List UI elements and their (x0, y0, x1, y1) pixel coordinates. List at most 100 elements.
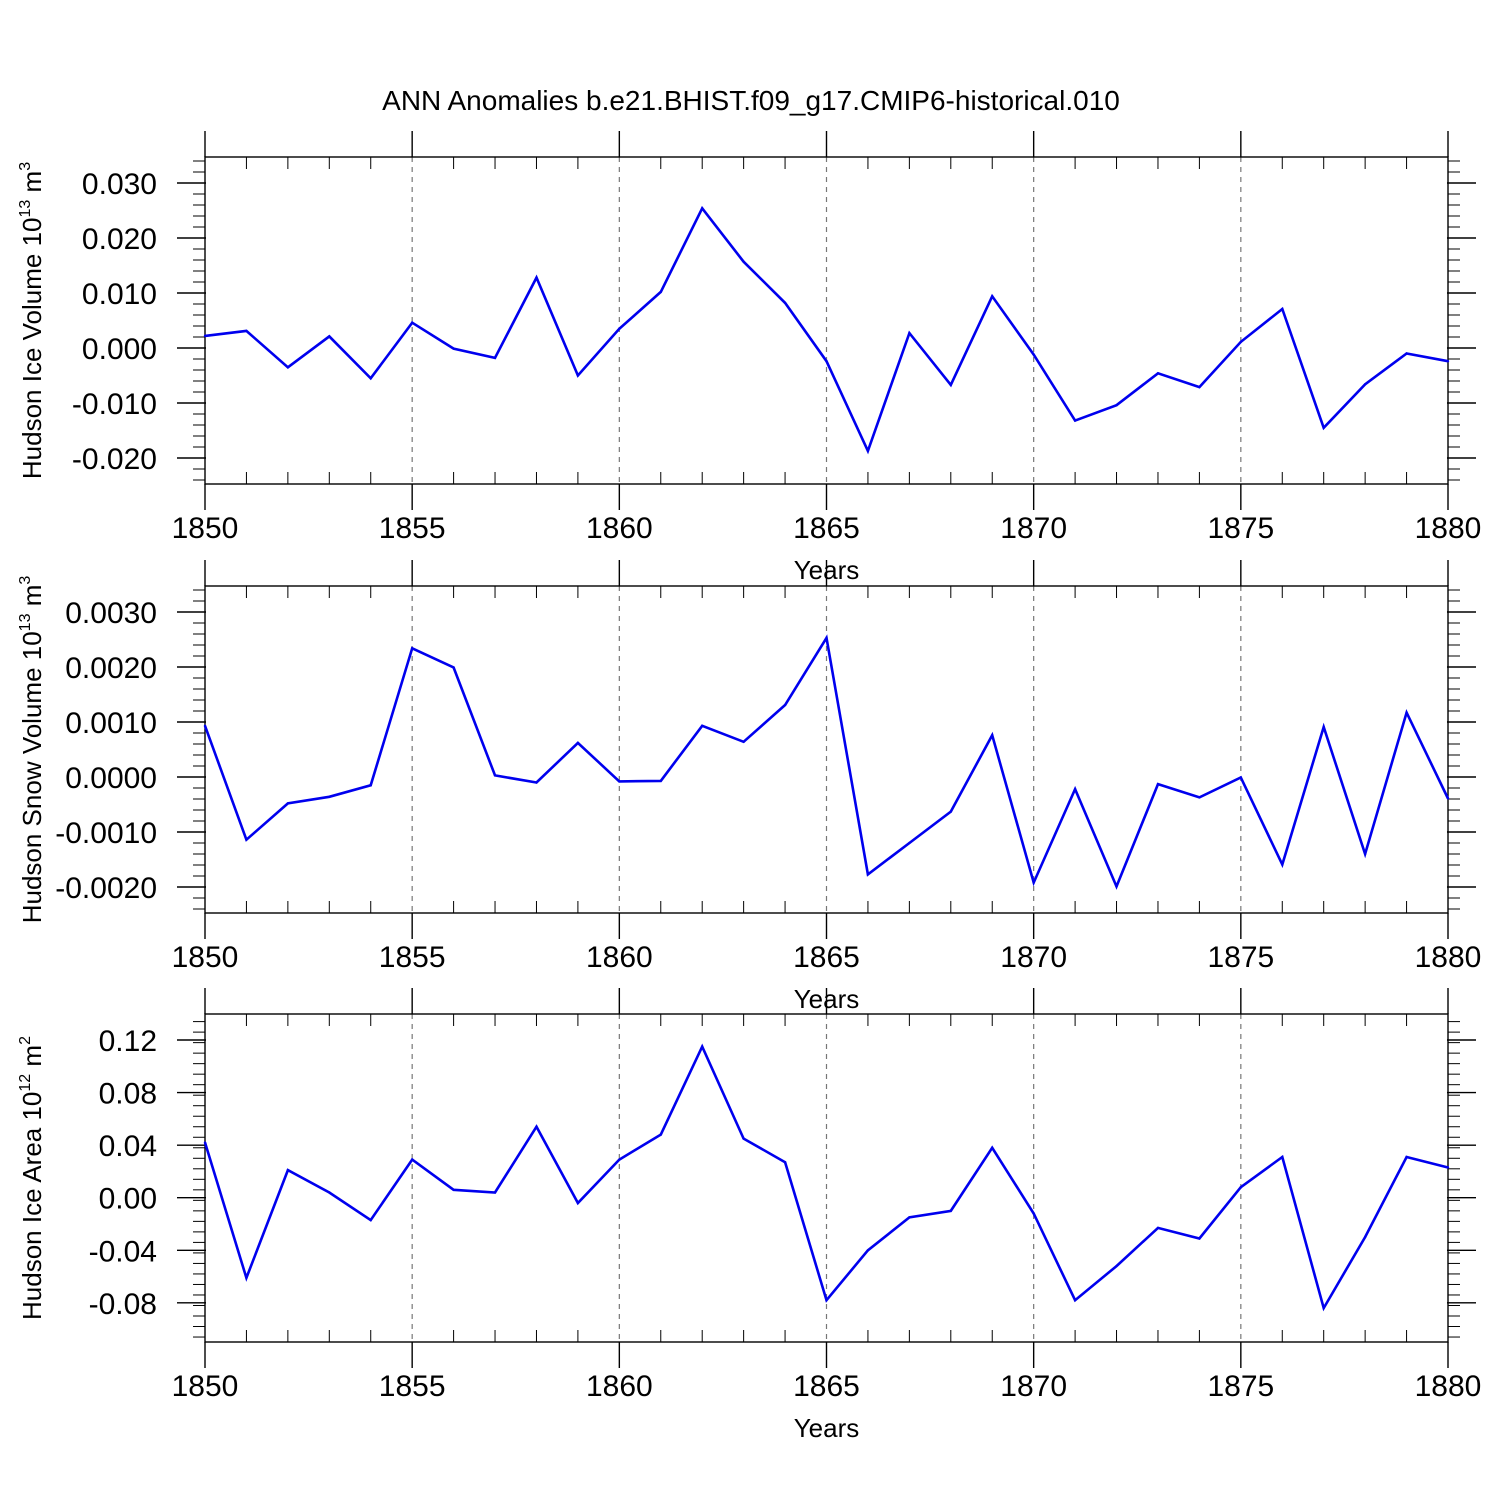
data-point (1198, 796, 1201, 799)
data-point (991, 1146, 994, 1149)
data-point (701, 724, 704, 728)
x-tick-label: 1855 (379, 512, 446, 545)
data-point (908, 841, 911, 845)
data-point (245, 329, 248, 333)
data-point (742, 260, 745, 263)
data-point (328, 1191, 331, 1194)
data-point (535, 781, 538, 784)
data-point (1281, 863, 1284, 866)
data-point (701, 207, 704, 210)
data-point (1405, 352, 1408, 355)
y-axis-label: Hudson Ice Volume 1013 m3 (17, 162, 47, 479)
panels: -0.020 -0.010 0.000 0.010 0.020 0.030 1850 1855… (17, 131, 1481, 1443)
data-point (1032, 1212, 1035, 1215)
data-point (618, 780, 621, 783)
data-point (1446, 1166, 1450, 1169)
y-axis-label-text: Hudson Ice Volume 10 (17, 217, 47, 479)
data-point (1156, 1226, 1160, 1230)
data-point (618, 1158, 621, 1161)
x-tick-label: 1880 (1415, 512, 1482, 545)
y-axis-label: Hudson Ice Area 1012 m2 (17, 1036, 47, 1320)
data-point (328, 795, 331, 798)
data-point (369, 784, 372, 787)
data-point (1281, 307, 1284, 311)
data-point (1073, 787, 1077, 791)
data-point (369, 1218, 372, 1222)
data-point (1073, 1299, 1077, 1302)
data-point (1115, 1264, 1118, 1268)
x-tick-label: 1865 (793, 1370, 860, 1403)
x-tick-label: 1850 (172, 1370, 239, 1403)
y-tick-label: -0.020 (72, 443, 157, 476)
data-point (1115, 885, 1118, 888)
data-point (576, 741, 580, 745)
y-axis-label-exponent: 13 (17, 613, 34, 631)
x-tick-label: 1870 (1000, 1370, 1067, 1403)
data-point (659, 779, 662, 783)
data-point (1363, 383, 1367, 386)
data-point (1322, 725, 1325, 729)
data-point (949, 383, 952, 387)
data-point (618, 327, 621, 330)
y-tick-label: 0.020 (82, 223, 157, 256)
data-point (535, 1125, 538, 1128)
data-point (493, 356, 497, 360)
x-tick-label: 1865 (793, 512, 860, 545)
x-tick-label: 1880 (1415, 941, 1482, 974)
y-axis-label-text: Hudson Ice Area 10 (17, 1092, 47, 1320)
y-axis-label-text: Hudson Snow Volume 10 (17, 631, 47, 923)
y-axis-label-unit: m (17, 171, 47, 200)
x-tick-label: 1880 (1415, 1370, 1482, 1403)
y-tick-label: 0.010 (82, 278, 157, 311)
data-point (866, 1249, 870, 1252)
data-point (1446, 360, 1450, 363)
panel-2: -0.0020 -0.0010 0.0000 0.0010 0.0020 0.0030 18… (17, 560, 1481, 1014)
y-tick-label: -0.08 (89, 1288, 157, 1321)
data-point (1281, 1155, 1284, 1159)
data-point (825, 636, 828, 640)
data-point (576, 1201, 580, 1205)
y-tick-label: 0.0020 (65, 652, 157, 685)
y-tick-label: -0.010 (72, 388, 157, 421)
data-point (659, 290, 662, 294)
data-point (203, 724, 207, 728)
data-point (410, 647, 414, 650)
y-tick-label: -0.0020 (55, 872, 157, 905)
data-point (1239, 1186, 1243, 1189)
data-point (783, 301, 787, 305)
data-point (659, 1133, 662, 1136)
panel-1: -0.020 -0.010 0.000 0.010 0.020 0.030 1850 1855… (17, 131, 1481, 585)
data-point (1363, 852, 1367, 856)
data-point (866, 449, 870, 453)
x-tick-label: 1850 (172, 941, 239, 974)
x-tick-label: 1860 (586, 941, 653, 974)
data-point (866, 873, 870, 876)
data-point (1115, 404, 1118, 407)
y-axis-label-unit: m (17, 1045, 47, 1074)
data-point (991, 295, 994, 298)
y-axis-label: Hudson Snow Volume 1013 m3 (17, 576, 47, 924)
x-tick-label: 1875 (1207, 512, 1274, 545)
data-point (328, 335, 331, 338)
y-tick-label: -0.04 (89, 1235, 157, 1268)
x-tick-label: 1875 (1207, 1370, 1274, 1403)
data-point (949, 1209, 952, 1213)
data-point (286, 366, 290, 369)
data-point (203, 1141, 207, 1144)
data-point (576, 374, 580, 377)
data-point (1405, 711, 1408, 714)
x-tick-label: 1855 (379, 1370, 446, 1403)
y-tick-label: 0.000 (82, 333, 157, 366)
data-point (1156, 372, 1160, 375)
y-tick-label: 0.0000 (65, 762, 157, 795)
data-point (949, 810, 952, 813)
data-point (1156, 782, 1160, 786)
data-point (1363, 1235, 1367, 1239)
x-tick-label: 1855 (379, 941, 446, 974)
data-point (742, 740, 745, 743)
data-point (452, 347, 455, 350)
data-point (1032, 353, 1035, 356)
x-tick-label: 1870 (1000, 512, 1067, 545)
y-tick-label: 0.030 (82, 168, 157, 201)
x-tick-label: 1865 (793, 941, 860, 974)
